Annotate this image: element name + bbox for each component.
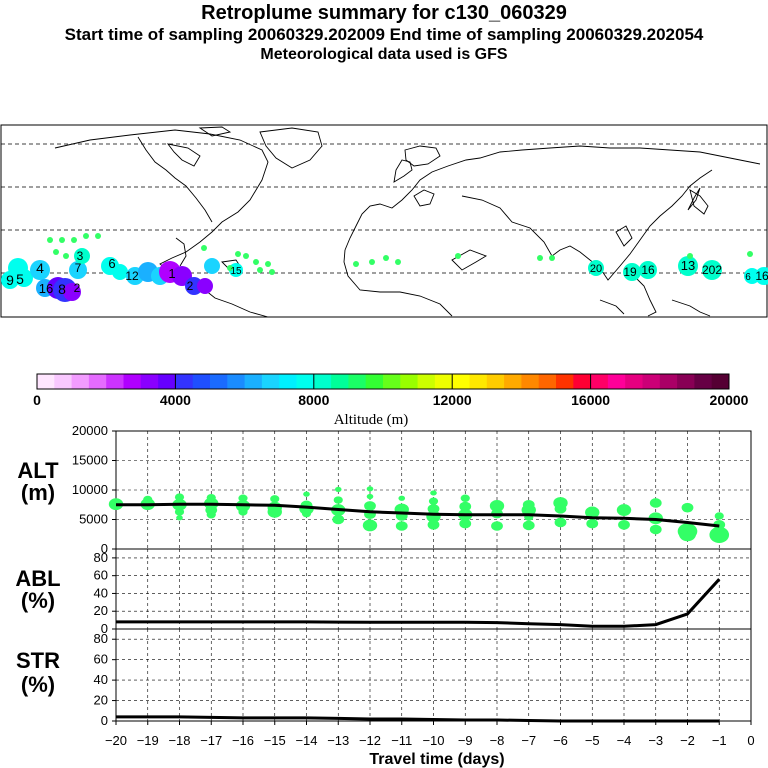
y-tick-label: 40 bbox=[94, 672, 108, 687]
x-tick-label: −18 bbox=[168, 733, 190, 748]
altitude-point bbox=[709, 526, 730, 543]
altitude-point bbox=[649, 524, 662, 535]
series-line-abl bbox=[116, 578, 721, 628]
altitude-point bbox=[362, 519, 378, 532]
altitude-point bbox=[522, 499, 535, 510]
x-axis-title: Travel time (days) bbox=[369, 751, 504, 768]
x-tick-label: −20 bbox=[105, 733, 127, 748]
series-line-str bbox=[116, 715, 720, 723]
altitude-point bbox=[366, 493, 374, 500]
altitude-point bbox=[428, 497, 439, 505]
altitude-point bbox=[238, 508, 248, 516]
y-tick-label: 5000 bbox=[79, 512, 108, 527]
panel-unit-abl: (%) bbox=[21, 588, 55, 613]
y-tick-label: 20000 bbox=[72, 423, 108, 438]
x-tick-label: −19 bbox=[137, 733, 159, 748]
y-tick-label: 60 bbox=[94, 652, 108, 667]
altitude-point bbox=[366, 486, 374, 492]
panel-label-abl: ABL bbox=[15, 566, 60, 591]
panel-unit-alt: (m) bbox=[21, 480, 55, 505]
y-tick-label: 80 bbox=[94, 550, 108, 565]
series-line-alt bbox=[116, 502, 720, 528]
panel-alt: 0 5000 10000 15000 20000 ALT(m) bbox=[17, 423, 752, 556]
panel-unit-str: (%) bbox=[21, 672, 55, 697]
altitude-point bbox=[176, 515, 183, 521]
x-tick-label: −7 bbox=[521, 733, 536, 748]
x-tick-label: −11 bbox=[391, 733, 412, 748]
y-tick-label: 80 bbox=[94, 631, 108, 646]
x-tick-label: −15 bbox=[264, 733, 286, 748]
altitude-point bbox=[427, 520, 440, 530]
x-tick-label: −8 bbox=[490, 733, 505, 748]
altitude-point bbox=[459, 518, 472, 529]
met-data-note: Meteorological data used is GFS bbox=[260, 46, 508, 63]
altitude-point bbox=[554, 504, 567, 514]
panel-label-str: STR bbox=[16, 648, 60, 673]
y-tick-label: 60 bbox=[94, 568, 108, 583]
altitude-point bbox=[714, 512, 724, 520]
x-tick-label: −12 bbox=[359, 733, 381, 748]
y-tick-label: 10000 bbox=[72, 482, 108, 497]
altitude-point bbox=[649, 498, 662, 508]
altitude-point bbox=[206, 493, 216, 502]
x-tick-label: −1 bbox=[712, 733, 727, 748]
y-tick-label: 0 bbox=[101, 713, 108, 728]
altitude-point bbox=[398, 495, 406, 501]
y-tick-label: 40 bbox=[94, 585, 108, 600]
altitude-point bbox=[267, 505, 282, 518]
altitude-point bbox=[679, 527, 696, 542]
x-tick-label: −10 bbox=[422, 733, 444, 748]
altitude-point bbox=[301, 509, 312, 518]
altitude-point bbox=[174, 508, 185, 516]
altitude-point bbox=[174, 493, 185, 501]
y-tick-label: 15000 bbox=[72, 453, 108, 468]
altitude-point bbox=[460, 494, 470, 502]
y-tick-label: 20 bbox=[94, 603, 108, 618]
x-tick-label: −14 bbox=[295, 733, 317, 748]
y-tick-label: 20 bbox=[94, 693, 108, 708]
altitude-point bbox=[206, 511, 216, 519]
altitude-point bbox=[489, 500, 505, 512]
altitude-point bbox=[270, 495, 280, 503]
panel-label-alt: ALT bbox=[17, 458, 59, 483]
altitude-point bbox=[491, 521, 503, 531]
x-tick-label: −6 bbox=[553, 733, 568, 748]
x-tick-label: −17 bbox=[200, 733, 222, 748]
altitude-point bbox=[586, 518, 599, 529]
altitude-point bbox=[333, 496, 343, 504]
altitude-point bbox=[332, 514, 345, 525]
altitude-point bbox=[303, 491, 310, 497]
x-tick-label: −2 bbox=[680, 733, 695, 748]
altitude-point bbox=[334, 486, 342, 493]
altitude-point bbox=[395, 521, 408, 531]
altitude-point bbox=[430, 490, 437, 496]
altitude-point bbox=[459, 501, 472, 512]
x-tick-label: −5 bbox=[585, 733, 600, 748]
x-tick-label: −3 bbox=[648, 733, 663, 748]
panel-str: 0 20 40 60 80 STR(%) bbox=[16, 628, 752, 728]
altitude-point bbox=[522, 520, 535, 531]
x-tick-label: 0 bbox=[747, 733, 754, 748]
panel-abl: 0 20 40 60 80 ABL(%) bbox=[15, 548, 752, 636]
altitude-point bbox=[585, 506, 600, 519]
x-axis: −20 −19 −18 −17 −16 −15 −14 −13 −12 −11 −10 −9 −8 −7−… bbox=[105, 721, 755, 748]
altitude-point bbox=[616, 504, 632, 516]
x-tick-label: −13 bbox=[327, 733, 349, 748]
y-tick-label: 0 bbox=[101, 621, 108, 636]
altitude-point bbox=[554, 517, 567, 528]
altitude-point bbox=[681, 502, 694, 513]
sampling-times: Start time of sampling 20060329.202009 E… bbox=[64, 25, 704, 44]
x-tick-label: −16 bbox=[232, 733, 254, 748]
altitude-point bbox=[364, 501, 376, 511]
x-tick-label: −4 bbox=[617, 733, 632, 748]
altitude-point bbox=[143, 495, 153, 504]
chart-title: Retroplume summary for c130_060329 bbox=[201, 2, 567, 24]
x-tick-label: −9 bbox=[458, 733, 473, 748]
altitude-point bbox=[238, 494, 248, 502]
altitude-point bbox=[618, 520, 630, 530]
y-tick-label: 0 bbox=[101, 541, 108, 556]
